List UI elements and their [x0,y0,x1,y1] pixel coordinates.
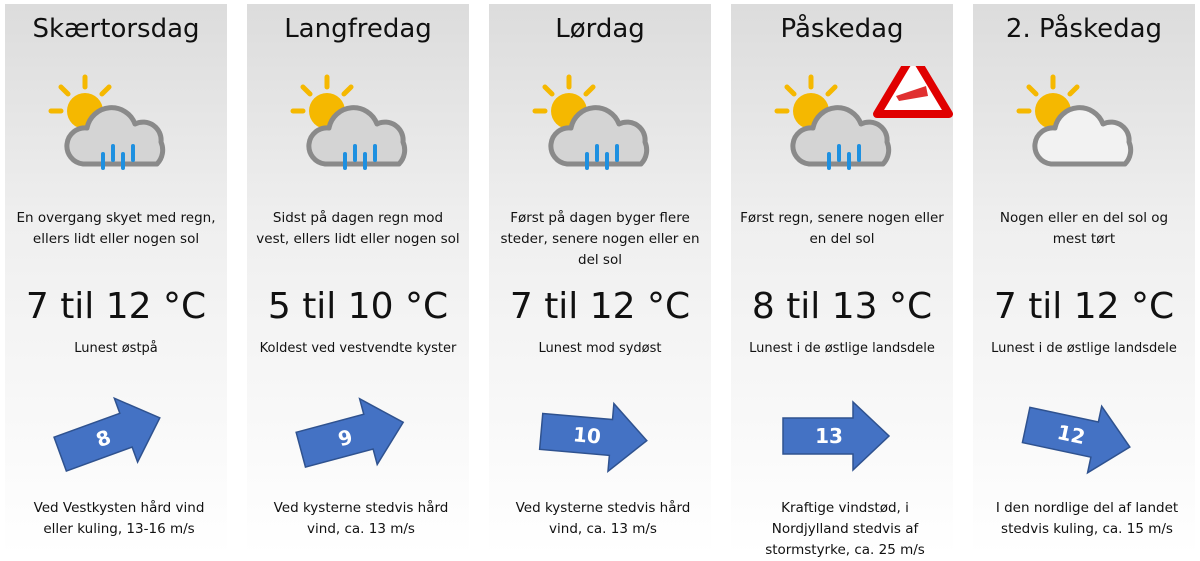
day-title: Langfredag [284,14,432,44]
day-title: 2. Påskedag [1005,14,1163,44]
weather-icon [290,74,408,170]
day-card: Påskedag Først regn, senere nogen eller e… [731,4,953,558]
wind-speed: 13 [815,424,843,448]
weather-icon [532,74,650,170]
wind-note: Ved Vestkysten hård vind eller kuling, 1… [33,500,205,537]
wind-note: Ved kysterne stedvis hård vind, ca. 13 m… [273,500,449,537]
temperature-note: Lunest mod sydøst [538,341,662,356]
sun-ray [58,84,71,97]
sun-ray [300,84,313,97]
wind-arrow-icon: 8 [53,396,161,473]
weather-icon [48,74,166,170]
temperature: 7 til 12 °C [993,286,1175,327]
cloud [790,105,892,167]
cloud [306,105,408,167]
cloud [548,105,650,167]
wind-arrow: 8 [53,396,161,473]
sun-ray [825,84,838,97]
temperature-note: Lunest i de østlige landsdele [749,341,935,356]
wind-arrow-icon: 10 [538,401,648,474]
arrow-shape [295,397,405,469]
wind-speed: 10 [572,422,602,448]
sun-ray [542,84,555,97]
arrow-shape [782,400,891,472]
wind-arrow: 13 [782,400,891,472]
day-card: 2. Påskedag Nogen eller en del sol og mes… [973,4,1195,556]
temperature-note: Lunest østpå [74,341,158,356]
wind-note: Kraftige vindstød, i Nordjylland stedvis… [765,500,925,558]
day-title: Lørdag [555,14,645,44]
day-card: Lørdag Først på dagen byger flere steder,… [489,4,711,556]
wind-note: Ved kysterne stedvis hård vind, ca. 13 m… [515,500,691,537]
temperature: 7 til 12 °C [509,286,691,327]
sun-ray [341,84,354,97]
temperature: 8 til 13 °C [751,286,933,327]
arrow-shape [538,401,648,474]
weather-description: En overgang skyet med regn, ellers lidt … [16,210,216,247]
sun-ray [784,84,797,97]
warning-triangle [873,66,953,118]
sun-ray [583,84,596,97]
day-title: Påskedag [780,14,904,44]
wind-speed: 12 [1055,420,1087,449]
weather-icon [1016,74,1134,167]
wind-arrow-icon: 12 [1021,404,1131,475]
warning-sign [873,66,953,118]
temperature-note: Koldest ved vestvendte kyster [259,341,457,356]
wind-arrow: 9 [295,397,405,469]
weather-description: Sidst på dagen regn mod vest, ellers lid… [256,210,460,247]
sun-ray [1026,84,1039,97]
cloud [1032,105,1134,167]
arrow-shape [53,396,161,473]
windsock [896,86,928,101]
wind-arrow-icon: 9 [295,397,405,469]
weather-icon [774,66,953,170]
wind-speed: 9 [335,424,355,451]
weather-description: Først på dagen byger flere steder, sener… [500,210,700,268]
temperature-note: Lunest i de østlige landsdele [991,341,1177,356]
cloud [64,105,166,167]
wind-note: I den nordlige del af landet stedvis kul… [995,500,1179,537]
sun-ray [1067,84,1080,97]
arrow-shape [1021,404,1131,475]
weather-description: Nogen eller en del sol og mest tørt [999,210,1169,247]
wind-arrow: 12 [1021,404,1131,475]
day-card: Langfredag Sidst på dagen regn mod vest, … [247,4,469,556]
temperature: 5 til 10 °C [267,286,449,327]
sun-ray [99,84,112,97]
weather-description: Først regn, senere nogen eller en del so… [740,210,944,247]
wind-arrow: 10 [538,401,648,474]
day-card: Skærtorsdag En overgang skyet med regn, e… [5,4,227,556]
wind-arrow-icon: 13 [782,400,891,472]
day-title: Skærtorsdag [32,14,200,44]
temperature: 7 til 12 °C [25,286,207,327]
